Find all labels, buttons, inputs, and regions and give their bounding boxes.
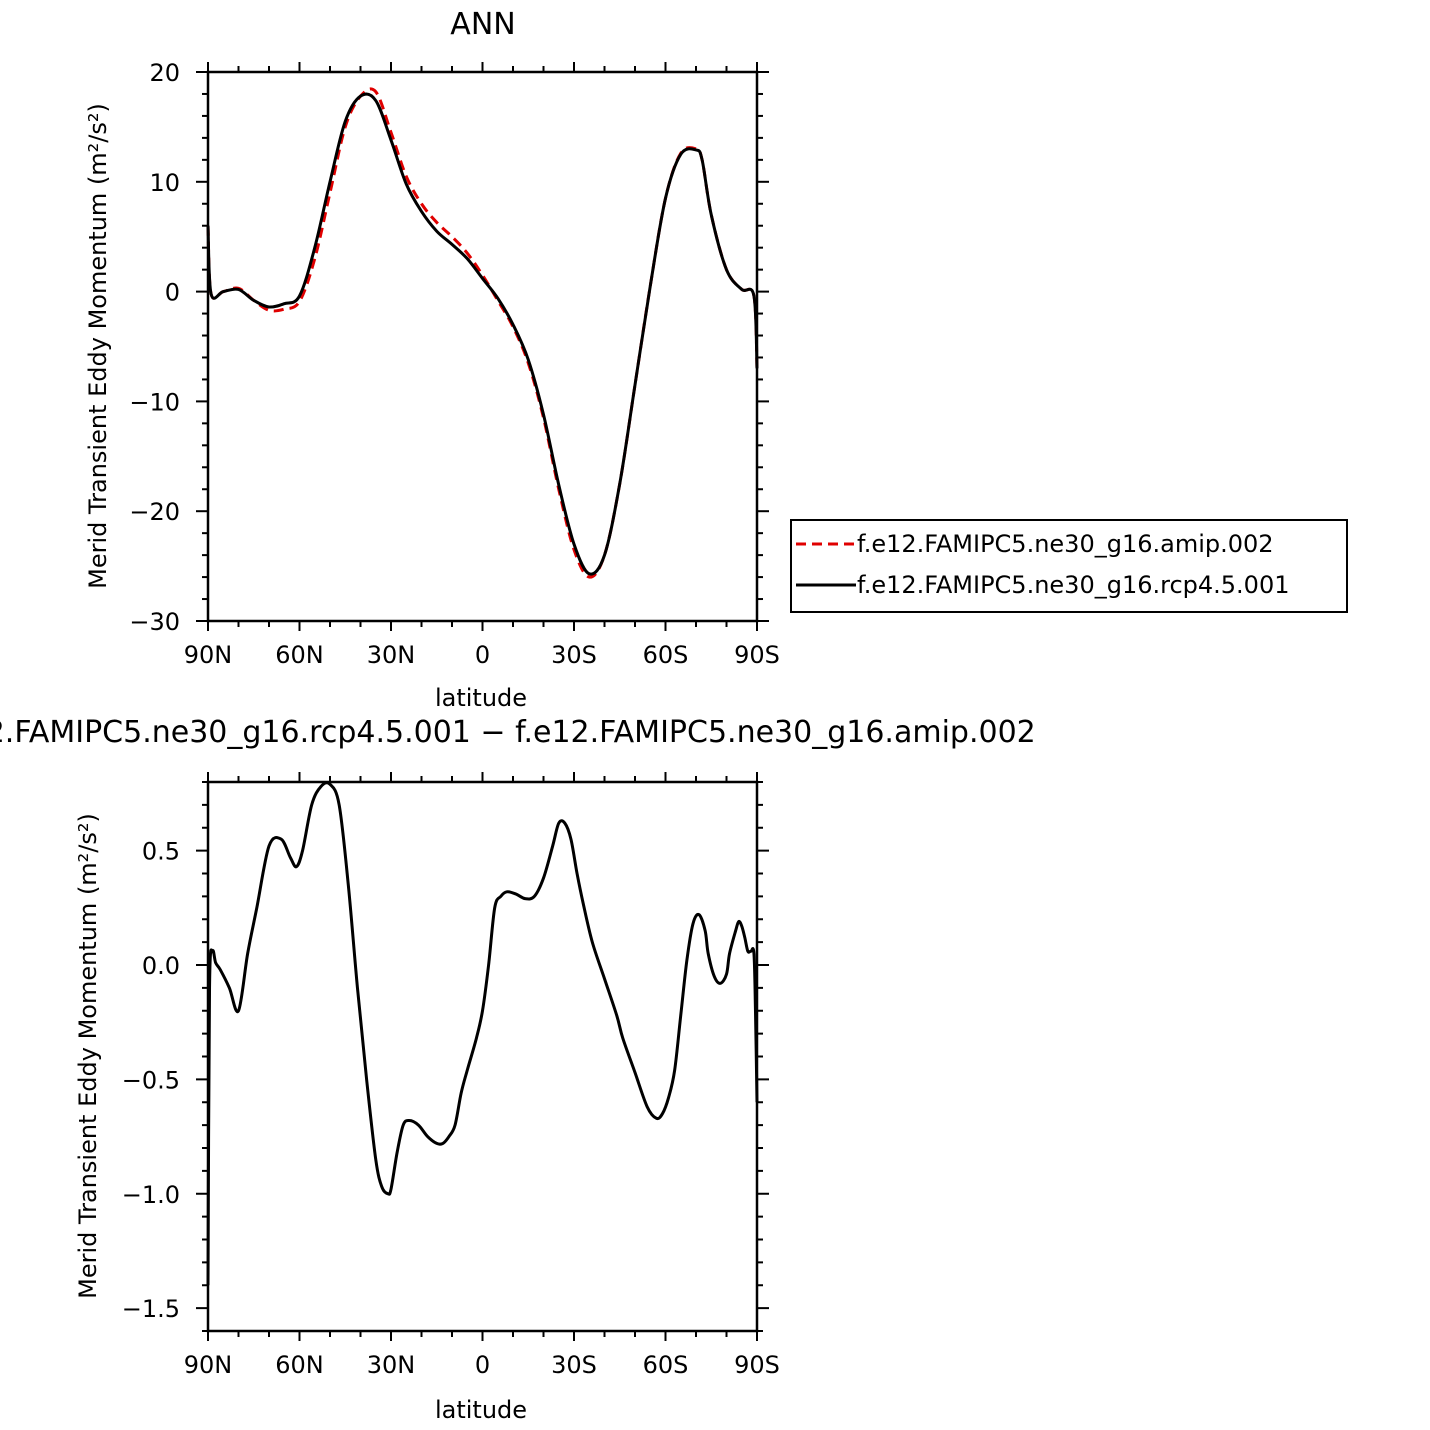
x-tick-label: 90N — [184, 1351, 233, 1379]
y-tick-label: −1.5 — [122, 1295, 180, 1323]
top-panel-ticks: 90N 60N 30N 0 30S 60S 90S 20 10 0 −10 −20 −30 — [129, 59, 780, 669]
x-tick-label: 30S — [551, 641, 597, 669]
y-tick-label: −30 — [129, 608, 180, 636]
x-tick-label: 0 — [475, 1351, 490, 1379]
legend-box — [790, 519, 1348, 613]
x-tick-label: 60S — [643, 1351, 689, 1379]
y-tick-label: 0.0 — [142, 952, 180, 980]
bottom-panel-frame — [206, 780, 759, 1333]
y-tick-label: 0.5 — [142, 838, 180, 866]
top-panel: ANN Merid Transient Eddy Momentum (m²/s²… — [84, 7, 780, 712]
legend-label-amip: f.e12.FAMIPC5.ne30_g16.amip.002 — [857, 530, 1274, 558]
top-panel-title: ANN — [450, 7, 515, 42]
top-panel-series — [206, 87, 759, 579]
bottom-panel-title: f.e12.FAMIPC5.ne30_g16.rcp4.5.001 − f.e1… — [0, 715, 1036, 750]
y-tick-label: −1.0 — [122, 1181, 180, 1209]
top-panel-y-label: Merid Transient Eddy Momentum (m²/s²) — [84, 103, 112, 589]
legend: f.e12.FAMIPC5.ne30_g16.amip.002 f.e12.FA… — [790, 519, 1348, 613]
y-tick-label: 10 — [149, 169, 180, 197]
y-tick-label: −0.5 — [122, 1066, 180, 1094]
x-tick-label: 90S — [734, 1351, 780, 1379]
x-tick-label: 30N — [367, 1351, 416, 1379]
x-tick-label: 90N — [184, 641, 233, 669]
bottom-panel-ticks: 90N 60N 30N 0 30S 60S 90S 0.5 0.0 −0.5 −1.0 −1.5 — [122, 772, 780, 1379]
x-tick-label: 90S — [734, 641, 780, 669]
y-tick-label: 0 — [165, 279, 180, 307]
x-tick-label: 60N — [275, 641, 324, 669]
top-panel-frame — [206, 70, 759, 623]
x-tick-label: 0 — [475, 641, 490, 669]
series-line-difference — [206, 781, 759, 1286]
bottom-panel-x-label: latitude — [435, 1396, 527, 1424]
x-tick-label: 60S — [643, 641, 689, 669]
x-tick-label: 30N — [367, 641, 416, 669]
series-line-rcp — [206, 92, 759, 576]
legend-label-rcp: f.e12.FAMIPC5.ne30_g16.rcp4.5.001 — [857, 571, 1290, 599]
series-line-amip — [206, 87, 759, 579]
y-tick-label: −10 — [129, 388, 180, 416]
x-tick-label: 60N — [275, 1351, 324, 1379]
bottom-panel: f.e12.FAMIPC5.ne30_g16.rcp4.5.001 − f.e1… — [0, 715, 1036, 1424]
bottom-panel-y-label: Merid Transient Eddy Momentum (m²/s²) — [74, 813, 102, 1299]
x-tick-label: 30S — [551, 1351, 597, 1379]
top-panel-x-label: latitude — [435, 684, 527, 712]
y-tick-label: −20 — [129, 498, 180, 526]
y-tick-label: 20 — [149, 59, 180, 87]
bottom-panel-series — [206, 781, 759, 1286]
